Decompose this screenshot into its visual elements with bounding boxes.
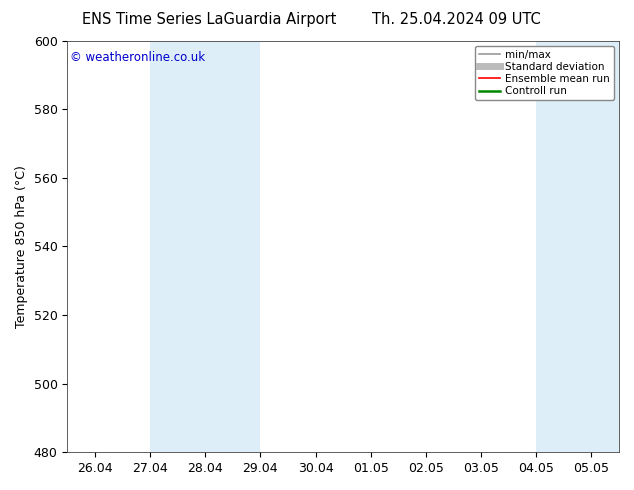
Bar (150, 41, 261, 452)
Y-axis label: Temperature 850 hPa (°C): Temperature 850 hPa (°C) (15, 165, 28, 328)
Legend: min/max, Standard deviation, Ensemble mean run, Controll run: min/max, Standard deviation, Ensemble me… (475, 46, 614, 100)
Text: ENS Time Series LaGuardia Airport: ENS Time Series LaGuardia Airport (82, 12, 337, 27)
Bar (536, 41, 619, 452)
Text: Th. 25.04.2024 09 UTC: Th. 25.04.2024 09 UTC (372, 12, 541, 27)
Text: © weatheronline.co.uk: © weatheronline.co.uk (70, 51, 205, 64)
